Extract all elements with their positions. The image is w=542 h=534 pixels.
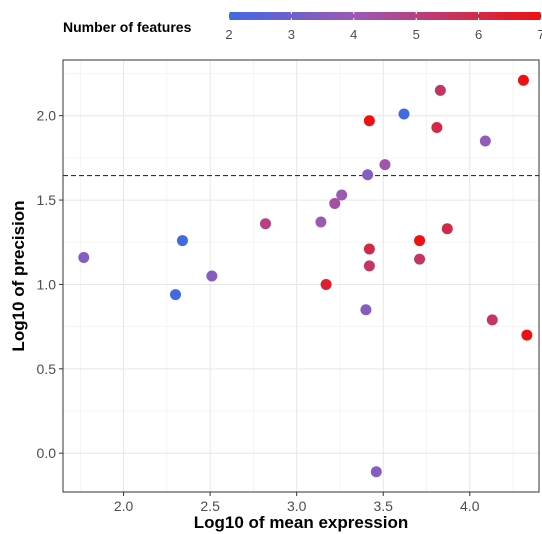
legend-ticks: 2 3 4 5 6 7 xyxy=(225,12,542,42)
data-point xyxy=(398,108,410,120)
x-axis: 2.0 2.5 3.0 3.5 4.0 xyxy=(114,492,480,514)
plot-panel xyxy=(62,59,540,493)
y-tick-label: 0.5 xyxy=(37,361,57,377)
data-point xyxy=(441,223,453,235)
legend-tick-label: 4 xyxy=(350,27,357,42)
data-point xyxy=(260,218,272,230)
data-point xyxy=(414,235,426,247)
data-point xyxy=(320,278,332,290)
legend-colorbar xyxy=(229,12,541,20)
x-axis-title: Log10 of mean expression xyxy=(194,513,408,532)
y-axis: 0.0 0.5 1.0 1.5 2.0 xyxy=(37,108,63,461)
data-point xyxy=(329,197,341,209)
data-point xyxy=(78,251,90,263)
grid-minor xyxy=(63,60,539,492)
legend-tick-label: 3 xyxy=(288,27,295,42)
legend-tick-label: 6 xyxy=(475,27,482,42)
legend-tick-label: 5 xyxy=(413,27,420,42)
y-axis-title: Log10 of precision xyxy=(9,200,28,351)
data-point xyxy=(414,253,426,265)
data-point xyxy=(363,243,375,255)
legend-tick-label: 7 xyxy=(537,27,542,42)
y-tick-label: 1.0 xyxy=(37,276,57,292)
data-point xyxy=(363,115,375,127)
data-point xyxy=(315,216,327,228)
data-point xyxy=(360,304,372,316)
x-tick-label: 2.5 xyxy=(200,498,220,514)
legend-tick-label: 2 xyxy=(225,27,232,42)
data-point xyxy=(517,74,529,86)
x-tick-label: 3.0 xyxy=(287,498,307,514)
data-points xyxy=(78,74,533,478)
data-point xyxy=(370,466,382,478)
data-point xyxy=(379,159,391,171)
data-point xyxy=(431,122,443,133)
y-tick-label: 1.5 xyxy=(37,192,57,208)
x-tick-label: 4.0 xyxy=(460,498,480,514)
data-point xyxy=(434,84,446,96)
data-point xyxy=(170,289,182,301)
data-point xyxy=(206,270,218,282)
data-point xyxy=(176,235,188,247)
data-point xyxy=(486,314,498,326)
data-point xyxy=(363,260,375,272)
data-point xyxy=(479,135,491,147)
y-tick-label: 0.0 xyxy=(37,445,57,461)
legend-title: Number of features xyxy=(63,19,192,35)
grid-major xyxy=(63,60,539,492)
data-point xyxy=(362,169,374,181)
x-tick-label: 3.5 xyxy=(373,498,393,514)
data-point xyxy=(336,189,348,201)
data-point xyxy=(521,329,533,341)
color-legend: Number of features 2 3 4 5 6 7 xyxy=(63,12,542,42)
panel-border xyxy=(62,59,540,493)
x-tick-label: 2.0 xyxy=(114,498,134,514)
y-tick-label: 2.0 xyxy=(37,108,57,124)
